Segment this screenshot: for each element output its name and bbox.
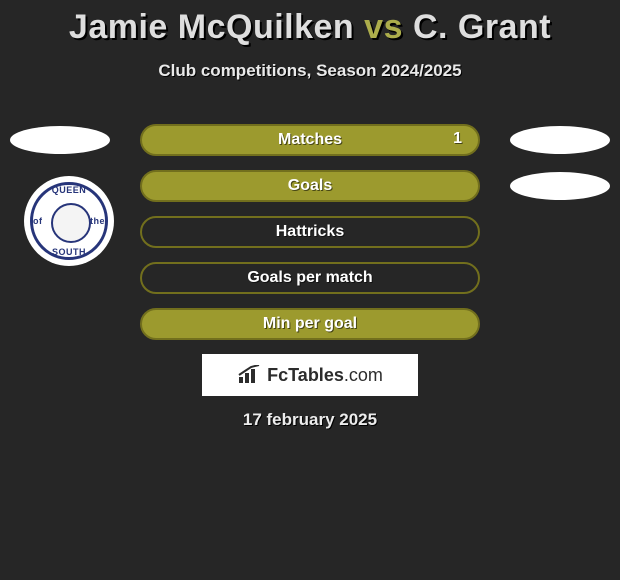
stat-row: Hattricks xyxy=(0,212,620,258)
vs-separator: vs xyxy=(364,8,403,46)
stat-bar: Min per goal xyxy=(140,308,480,340)
brand-box: FcTables.com xyxy=(202,354,418,396)
brand-chart-icon xyxy=(237,365,263,385)
stat-rows: Matches 1 Goals Hattricks Goals per match Min… xyxy=(0,120,620,350)
left-value-pill xyxy=(10,126,110,154)
comparison-infographic: Jamie McQuilken vs C. Grant Club competi… xyxy=(0,0,620,580)
right-value-pill xyxy=(510,126,610,154)
stat-row: Goals xyxy=(0,166,620,212)
stat-label: Goals per match xyxy=(247,269,372,287)
player-a-name: Jamie McQuilken xyxy=(69,8,354,46)
brand-tld: .com xyxy=(344,365,383,385)
brand-text: FcTables.com xyxy=(267,365,383,386)
subtitle: Club competitions, Season 2024/2025 xyxy=(0,61,620,81)
stat-bar: Goals per match xyxy=(140,262,480,294)
stat-label: Hattricks xyxy=(276,223,344,241)
stat-label: Min per goal xyxy=(263,315,357,333)
stat-label: Matches xyxy=(278,131,342,149)
stat-label: Goals xyxy=(288,177,332,195)
page-title: Jamie McQuilken vs C. Grant xyxy=(0,0,620,47)
player-b-name: C. Grant xyxy=(413,8,551,46)
stat-bar: Hattricks xyxy=(140,216,480,248)
stat-row: Goals per match xyxy=(0,258,620,304)
stat-bar: Matches 1 xyxy=(140,124,480,156)
stat-bar: Goals xyxy=(140,170,480,202)
stat-row: Min per goal xyxy=(0,304,620,350)
brand-name: FcTables xyxy=(267,365,344,385)
date-text: 17 february 2025 xyxy=(0,410,620,430)
stat-value-right: 1 xyxy=(453,130,462,148)
stat-row: Matches 1 xyxy=(0,120,620,166)
right-value-pill xyxy=(510,172,610,200)
